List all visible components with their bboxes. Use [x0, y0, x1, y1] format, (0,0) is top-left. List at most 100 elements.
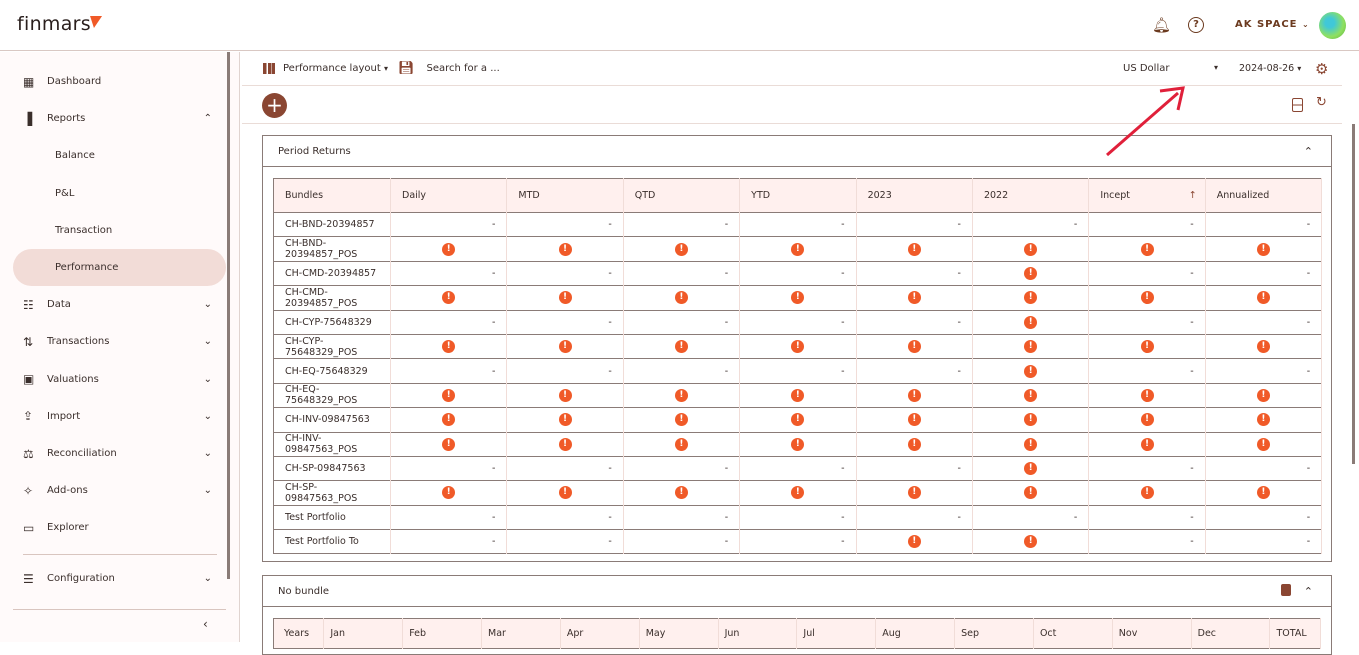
error-icon[interactable]: ! — [674, 437, 688, 451]
save-icon[interactable]: 💾︎ — [397, 61, 415, 76]
error-icon[interactable]: ! — [791, 413, 805, 427]
error-icon[interactable]: ! — [1140, 437, 1154, 451]
error-icon[interactable]: ! — [558, 388, 572, 402]
error-icon[interactable]: ! — [791, 340, 805, 354]
sidebar-item-add-ons[interactable]: ✧ Add-ons ⌄ — [13, 472, 226, 509]
layout-selector[interactable]: Performance layout ▾ — [283, 63, 388, 74]
error-icon[interactable]: ! — [1024, 364, 1038, 378]
error-icon[interactable]: ! — [442, 486, 456, 500]
error-icon[interactable]: ! — [791, 291, 805, 305]
error-icon[interactable]: ! — [558, 486, 572, 500]
sidebar-item-balance[interactable]: Balance — [55, 150, 95, 162]
bell-icon[interactable]: 🔔︎ — [1152, 16, 1172, 34]
error-icon[interactable]: ! — [1256, 437, 1270, 451]
space-selector[interactable]: AK SPACE ⌄ — [1235, 19, 1310, 30]
error-icon[interactable]: ! — [907, 535, 921, 549]
error-icon[interactable]: ! — [1024, 462, 1038, 476]
help-icon[interactable]: ? — [1188, 17, 1204, 33]
error-icon[interactable]: ! — [1256, 486, 1270, 500]
error-icon[interactable]: ! — [558, 437, 572, 451]
error-icon[interactable]: ! — [558, 242, 572, 256]
add-button[interactable]: + — [262, 93, 287, 118]
sidebar-item-explorer[interactable]: ▭ Explorer — [13, 509, 226, 546]
error-icon[interactable]: ! — [674, 291, 688, 305]
error-icon[interactable]: ! — [1024, 266, 1038, 280]
error-icon[interactable]: ! — [1140, 291, 1154, 305]
error-icon[interactable]: ! — [791, 242, 805, 256]
error-icon[interactable]: ! — [674, 242, 688, 256]
error-icon[interactable]: ! — [442, 340, 456, 354]
error-icon[interactable]: ! — [907, 437, 921, 451]
error-icon[interactable]: ! — [1024, 535, 1038, 549]
error-icon[interactable]: ! — [674, 388, 688, 402]
sidebar-item-performance[interactable]: Performance — [13, 249, 226, 286]
sidebar-item-dashboard[interactable]: ▦ Dashboard — [13, 63, 226, 100]
avatar[interactable] — [1319, 12, 1346, 39]
refresh-icon[interactable]: ↻ — [1316, 95, 1327, 110]
sidebar-item-transaction[interactable]: Transaction — [55, 224, 113, 236]
column-header[interactable]: MTD — [506, 178, 624, 213]
error-icon[interactable]: ! — [442, 242, 456, 256]
error-icon[interactable]: ! — [791, 388, 805, 402]
panel-header[interactable]: No bundle ⌃ — [263, 576, 1331, 607]
column-header[interactable]: Bundles — [273, 178, 391, 213]
error-icon[interactable]: ! — [674, 340, 688, 354]
sidebar-scrollbar[interactable] — [227, 52, 230, 579]
column-header[interactable]: 2022 — [972, 178, 1090, 213]
sidebar-item-data[interactable]: ☷ Data ⌄ — [13, 286, 226, 323]
main-scrollbar[interactable] — [1352, 124, 1355, 464]
collapse-sidebar-icon[interactable]: ‹ — [203, 617, 208, 631]
column-header[interactable]: QTD — [623, 178, 741, 213]
chevron-up-icon[interactable]: ⌃ — [1303, 584, 1313, 598]
error-icon[interactable]: ! — [907, 413, 921, 427]
error-icon[interactable]: ! — [1024, 413, 1038, 427]
error-icon[interactable]: ! — [907, 486, 921, 500]
column-header[interactable]: 2023 — [856, 178, 973, 213]
sidebar-item-reports[interactable]: ▐ Reports ⌃ — [13, 100, 226, 137]
sidebar-item-import[interactable]: ⇪ Import ⌄ — [13, 398, 226, 435]
column-header[interactable]: Annualized — [1205, 178, 1323, 213]
error-icon[interactable]: ! — [558, 413, 572, 427]
error-icon[interactable]: ! — [442, 291, 456, 305]
sidebar-item-reconciliation[interactable]: ⚖ Reconciliation ⌄ — [13, 435, 226, 472]
sidebar-item-configuration[interactable]: ☰ Configuration ⌄ — [13, 560, 226, 597]
error-icon[interactable]: ! — [1140, 340, 1154, 354]
error-icon[interactable]: ! — [1256, 291, 1270, 305]
error-icon[interactable]: ! — [442, 437, 456, 451]
column-header[interactable]: YTD — [739, 178, 857, 213]
error-icon[interactable]: ! — [907, 388, 921, 402]
error-icon[interactable]: ! — [1024, 242, 1038, 256]
error-icon[interactable]: ! — [907, 291, 921, 305]
error-icon[interactable]: ! — [791, 437, 805, 451]
error-icon[interactable]: ! — [1024, 340, 1038, 354]
split-view-icon[interactable] — [1292, 98, 1303, 112]
error-icon[interactable]: ! — [558, 340, 572, 354]
sidebar-item-transactions[interactable]: ⇅ Transactions ⌄ — [13, 323, 226, 360]
error-icon[interactable]: ! — [1256, 388, 1270, 402]
error-icon[interactable]: ! — [1140, 486, 1154, 500]
logo[interactable]: finmars — [17, 13, 103, 35]
error-icon[interactable]: ! — [1256, 413, 1270, 427]
search-input[interactable]: Search for a ... — [426, 63, 500, 74]
error-icon[interactable]: ! — [1024, 315, 1038, 329]
panel-header[interactable]: Period Returns ⌃ — [263, 136, 1331, 167]
error-icon[interactable]: ! — [1024, 437, 1038, 451]
error-icon[interactable]: ! — [907, 242, 921, 256]
error-icon[interactable]: ! — [1140, 413, 1154, 427]
error-icon[interactable]: ! — [674, 413, 688, 427]
error-icon[interactable]: ! — [1256, 242, 1270, 256]
error-icon[interactable]: ! — [1140, 388, 1154, 402]
error-icon[interactable]: ! — [442, 388, 456, 402]
settings-icon[interactable]: ⚙ — [1315, 59, 1329, 78]
error-icon[interactable]: ! — [907, 340, 921, 354]
column-header[interactable]: Daily — [390, 178, 508, 213]
lock-icon[interactable] — [1281, 584, 1291, 596]
date-select[interactable]: 2024-08-26 ▾ — [1239, 63, 1302, 74]
error-icon[interactable]: ! — [1024, 486, 1038, 500]
error-icon[interactable]: ! — [1256, 340, 1270, 354]
sidebar-item-p-l[interactable]: P&L — [55, 187, 75, 199]
error-icon[interactable]: ! — [442, 413, 456, 427]
error-icon[interactable]: ! — [1140, 242, 1154, 256]
error-icon[interactable]: ! — [1024, 388, 1038, 402]
sort-arrow-up-icon[interactable]: ↑ — [1188, 190, 1197, 201]
